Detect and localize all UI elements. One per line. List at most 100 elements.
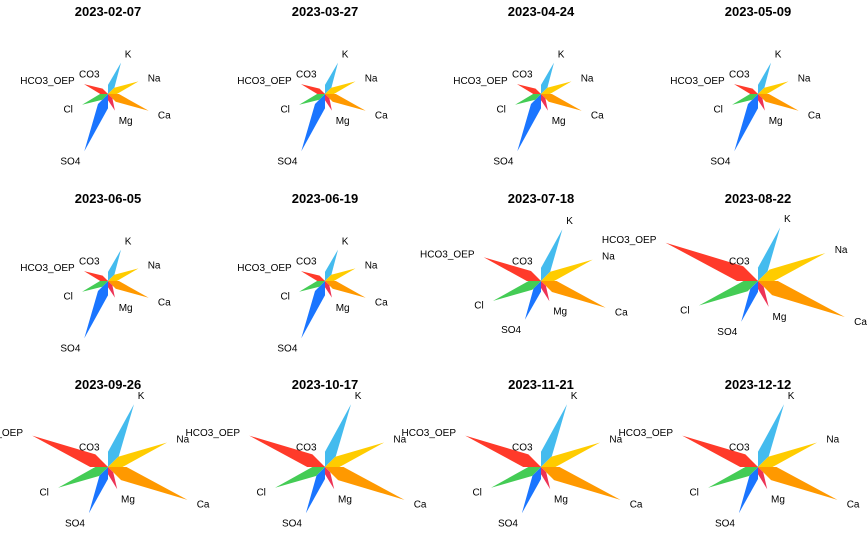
label-hco3-oep: HCO3_OEP — [20, 76, 75, 87]
label-hco3-oep: HCO3_OEP — [237, 76, 292, 87]
panel-title: 2023-02-07 — [75, 4, 142, 19]
wedge-cl — [491, 467, 541, 488]
label-co3: CO3 — [296, 257, 317, 268]
label-k: K — [566, 216, 573, 227]
label-ca: Ca — [197, 500, 210, 511]
label-hco3-oep: HCO3_OEP — [619, 428, 674, 439]
label-so4: SO4 — [710, 157, 730, 168]
label-co3: CO3 — [512, 443, 533, 454]
label-co3: CO3 — [79, 443, 100, 454]
label-na: Na — [602, 252, 615, 263]
wedge-ca — [541, 467, 621, 500]
panel-2023-08-22: 2023-08-22 Ca Mg SO4 Cl HCO3_OEP CO3 K Na — [602, 191, 867, 338]
panel-2023-06-05: 2023-06-05 Ca Mg SO4 Cl HCO3_OEP CO3 K Na — [20, 191, 171, 355]
wedge-cl — [698, 281, 758, 306]
wedge-cl — [299, 281, 325, 292]
wedge-k — [108, 404, 134, 467]
panel-title: 2023-04-24 — [508, 4, 575, 19]
wedge-mg — [325, 281, 332, 298]
label-ca: Ca — [615, 308, 628, 319]
panel-title: 2023-11-21 — [508, 377, 574, 392]
wedge-ca — [541, 281, 606, 308]
wedge-so4 — [88, 467, 108, 514]
wedge-ca — [108, 467, 188, 500]
wedge-co3 — [107, 466, 108, 467]
wedge-cl — [82, 94, 108, 105]
label-so4: SO4 — [65, 518, 85, 529]
wedge-co3 — [107, 93, 108, 94]
panel-2023-04-24: 2023-04-24 Ca Mg SO4 Cl HCO3_OEP CO3 K Na — [453, 4, 604, 168]
label-cl: Cl — [496, 105, 505, 116]
wedge-so4 — [734, 94, 758, 152]
panel-title: 2023-06-05 — [75, 191, 142, 206]
label-mg: Mg — [121, 494, 135, 505]
label-cl: Cl — [713, 105, 722, 116]
panel-2023-09-26: 2023-09-26 Ca Mg SO4 Cl HCO3_OEP CO3 K Na — [0, 377, 210, 529]
panel-2023-03-27: 2023-03-27 Ca Mg SO4 Cl HCO3_OEP CO3 K Na — [237, 4, 388, 168]
label-mg: Mg — [552, 116, 566, 127]
wedge-hco3-oep — [249, 435, 325, 467]
label-mg: Mg — [771, 494, 785, 505]
label-k: K — [355, 391, 362, 402]
wedge-so4 — [301, 94, 325, 152]
wedge-hco3-oep — [301, 271, 325, 281]
label-cl: Cl — [280, 105, 289, 116]
label-na: Na — [148, 261, 161, 272]
label-k: K — [788, 391, 795, 402]
wedge-so4 — [84, 281, 108, 339]
wedge-na — [541, 259, 593, 281]
wedge-ca — [758, 467, 838, 500]
label-mg: Mg — [554, 494, 568, 505]
label-ca: Ca — [808, 111, 821, 122]
wedge-ca — [758, 94, 799, 111]
wedge-na — [758, 253, 826, 281]
label-so4: SO4 — [60, 157, 80, 168]
label-co3: CO3 — [79, 70, 100, 81]
wedge-ca — [325, 94, 366, 111]
panel-title: 2023-12-12 — [725, 377, 792, 392]
label-mg: Mg — [338, 494, 352, 505]
panel-2023-07-18: 2023-07-18 Ca Mg SO4 Cl HCO3_OEP CO3 K Na — [420, 191, 628, 336]
label-hco3-oep: HCO3_OEP — [420, 249, 475, 260]
label-so4: SO4 — [277, 157, 297, 168]
wedge-co3 — [757, 280, 758, 281]
wedge-cl — [299, 94, 325, 105]
label-ca: Ca — [375, 111, 388, 122]
wedge-mg — [758, 467, 768, 490]
wedge-so4 — [84, 94, 108, 152]
wedge-k — [108, 62, 121, 94]
label-mg: Mg — [119, 303, 133, 314]
wedge-hco3-oep — [84, 271, 108, 281]
label-k: K — [775, 49, 782, 60]
wedge-ca — [325, 281, 366, 298]
wedge-co3 — [540, 280, 541, 281]
panel-2023-06-19: 2023-06-19 Ca Mg SO4 Cl HCO3_OEP CO3 K Na — [237, 191, 388, 355]
label-na: Na — [581, 74, 594, 85]
label-na: Na — [365, 74, 378, 85]
label-cl: Cl — [280, 292, 289, 303]
panel-title: 2023-09-26 — [75, 377, 142, 392]
wedge-k — [541, 404, 567, 467]
label-hco3-oep: HCO3_OEP — [402, 428, 457, 439]
label-co3: CO3 — [79, 257, 100, 268]
label-hco3-oep: HCO3_OEP — [453, 76, 508, 87]
label-cl: Cl — [39, 488, 48, 499]
label-so4: SO4 — [717, 327, 737, 338]
label-ca: Ca — [158, 111, 171, 122]
wedge-so4 — [524, 281, 541, 320]
wedge-hco3-oep — [517, 84, 541, 94]
label-hco3-oep: HCO3_OEP — [602, 235, 657, 246]
label-ca: Ca — [847, 500, 860, 511]
panel-2023-10-17: 2023-10-17 Ca Mg SO4 Cl HCO3_OEP CO3 K Na — [186, 377, 427, 529]
wedge-co3 — [324, 466, 325, 467]
label-co3: CO3 — [512, 70, 533, 81]
wedge-cl — [58, 467, 108, 488]
label-ca: Ca — [854, 317, 867, 328]
wedge-k — [758, 62, 771, 94]
wedge-cl — [275, 467, 325, 488]
label-k: K — [125, 236, 132, 247]
wedge-na — [758, 81, 789, 94]
wedge-k — [325, 62, 338, 94]
label-cl: Cl — [472, 488, 481, 499]
